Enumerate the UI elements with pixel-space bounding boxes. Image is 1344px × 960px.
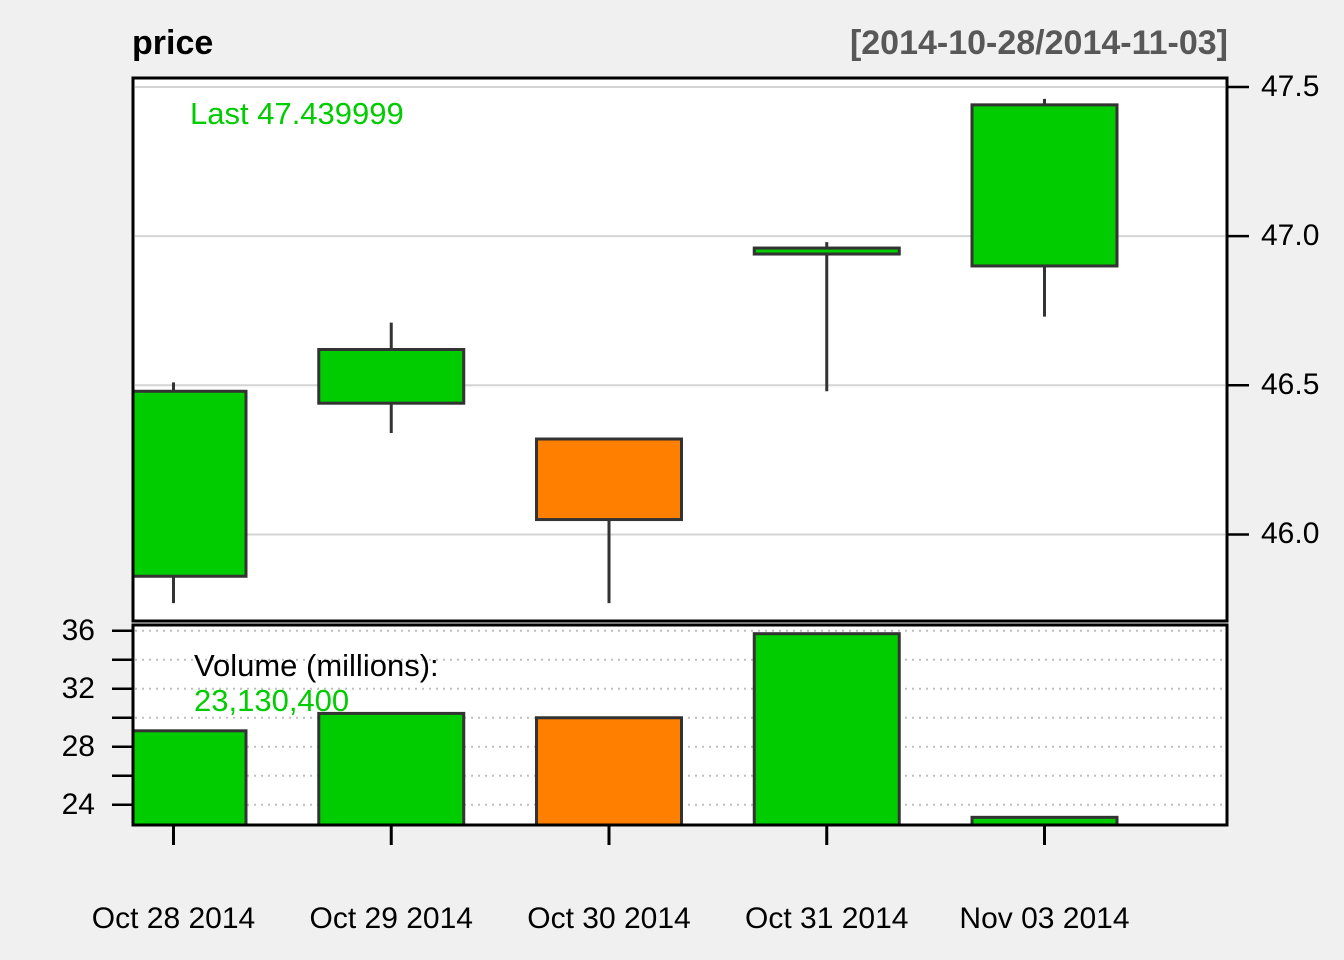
- candle-body: [317, 348, 466, 405]
- x-axis-date-label: Oct 31 2014: [745, 902, 909, 935]
- volume-axis-tick-label: 24: [61, 787, 95, 821]
- last-price-annotation: Last 47.439999: [190, 96, 404, 131]
- volume-bar: [317, 711, 466, 824]
- volume-axis-tick-label: 32: [61, 671, 95, 705]
- price-panel-border: [131, 76, 1229, 623]
- volume-axis-tick-label: 28: [61, 729, 95, 763]
- chart-title: price: [132, 24, 214, 62]
- candles-group: [134, 98, 1119, 604]
- volume-bars-group: [134, 632, 1119, 824]
- volume-bar: [535, 716, 683, 824]
- x-axis-date-label: Oct 28 2014: [91, 902, 256, 935]
- volume-value-annotation: 23,130,400: [194, 683, 350, 718]
- volume-panel-border: [131, 623, 1229, 827]
- price-axis-tick-label: 46.0: [1261, 517, 1320, 551]
- volume-bar: [752, 632, 901, 824]
- volume-title-annotation: Volume (millions):: [194, 648, 439, 683]
- candle-body: [535, 437, 683, 522]
- candle-body: [970, 103, 1119, 268]
- volume-bar: [134, 729, 248, 824]
- volume-axis-tick-label: 36: [61, 613, 95, 647]
- price-axis-tick-label: 47.0: [1261, 219, 1320, 253]
- candle-body: [752, 246, 901, 256]
- price-axis-tick-label: 46.5: [1261, 368, 1320, 402]
- x-axis-date-label: Nov 03 2014: [959, 902, 1130, 935]
- price-axis-tick-label: 47.5: [1261, 69, 1320, 103]
- x-axis-date-label: Oct 29 2014: [309, 902, 473, 935]
- x-axis-date-label: Oct 30 2014: [527, 902, 691, 935]
- candle-body: [134, 389, 248, 578]
- date-range-label: [2014-10-28/2014-11-03]: [849, 24, 1228, 62]
- volume-bar: [970, 815, 1119, 824]
